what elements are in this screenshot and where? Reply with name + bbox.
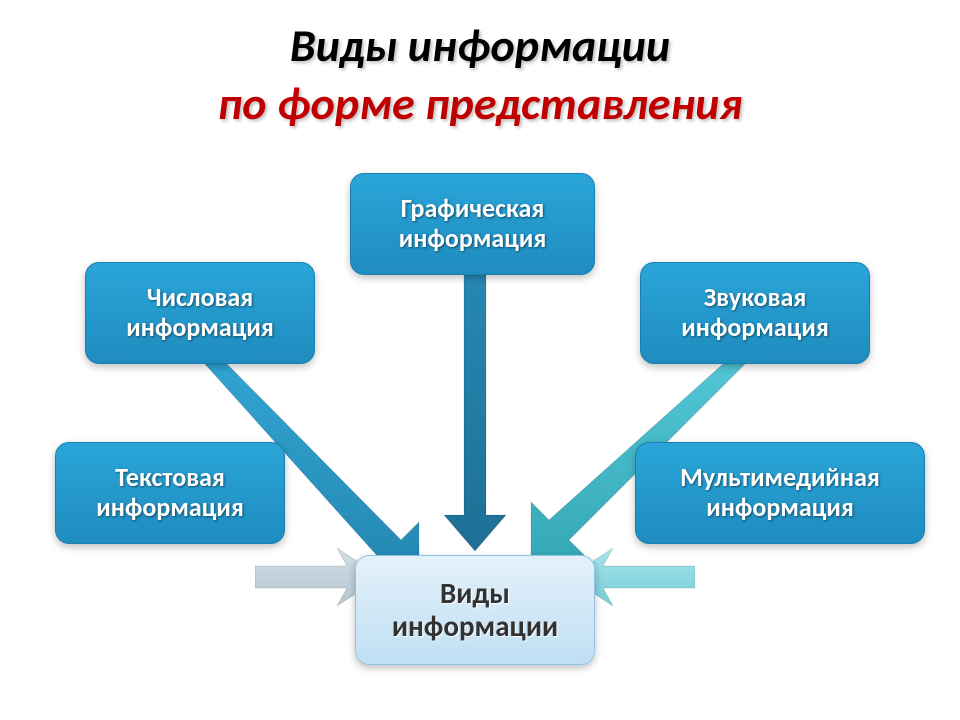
node-label-center: Видыинформации (392, 577, 558, 644)
node-center: Видыинформации (355, 555, 595, 665)
node-text: Текстоваяинформация (55, 442, 285, 544)
node-label-numeric: Числоваяинформация (126, 283, 274, 343)
node-label-sound: Звуковаяинформация (681, 283, 829, 343)
node-label-text: Текстоваяинформация (96, 463, 244, 523)
node-sound: Звуковаяинформация (640, 262, 870, 364)
node-label-graphic: Графическаяинформация (399, 194, 547, 254)
title-line-1: Виды информации (0, 18, 960, 74)
node-label-multimedia: Мультимедийнаяинформация (680, 463, 880, 523)
node-graphic: Графическаяинформация (350, 173, 595, 275)
arrow-graphic-to-center (440, 275, 510, 555)
title-block: Виды информации по форме представления (0, 0, 960, 132)
node-numeric: Числоваяинформация (85, 262, 315, 364)
title-line-2: по форме представления (0, 76, 960, 132)
node-multimedia: Мультимедийнаяинформация (635, 442, 925, 544)
